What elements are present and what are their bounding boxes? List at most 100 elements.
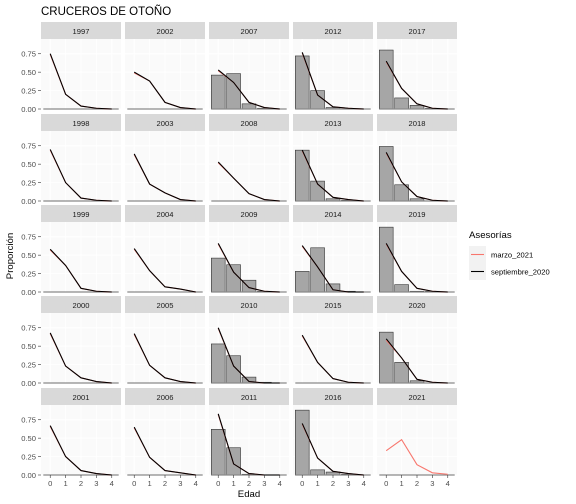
facet-panel: 2008 (209, 114, 289, 202)
facet-panel: 2003 (125, 114, 205, 202)
strip-background (41, 296, 121, 313)
facet-panel: 2013 (293, 114, 373, 202)
bar (226, 264, 241, 293)
x-tick-label: 0 (48, 479, 52, 488)
series-line-septiembre-2020 (385, 152, 448, 202)
bar (211, 343, 226, 384)
bar (211, 74, 226, 110)
bar (295, 409, 310, 476)
x-tick-label: 2 (331, 479, 335, 488)
facet-panel: 2020 (377, 296, 457, 384)
facet-panel: 2011 0 1 2 3 4 (209, 388, 289, 488)
x-tick-label: 1 (315, 479, 319, 488)
y-tick-label: 0.25 (21, 86, 36, 95)
series-line-septiembre-2020 (301, 334, 364, 384)
y-tick-label: 0.50 (21, 68, 36, 77)
strip-label: 2015 (325, 301, 342, 310)
strip-label: 2003 (157, 119, 174, 128)
strip-label: 2017 (409, 27, 426, 36)
x-axis-title: Edad (238, 489, 260, 500)
bar (295, 149, 310, 202)
strip-label: 2000 (73, 301, 90, 310)
y-tick-label: 0.50 (21, 342, 36, 351)
x-tick-label: 1 (399, 479, 403, 488)
y-tick-label: 0.75 (21, 50, 36, 59)
strip-background (209, 114, 289, 131)
y-tick-label: 0.00 (21, 197, 36, 206)
series-line-septiembre-2020 (301, 245, 364, 293)
facet-panel: 2015 (293, 296, 373, 384)
series-line-septiembre-2020 (133, 333, 196, 384)
series-line-septiembre-2020 (133, 248, 196, 293)
strip-label: 2008 (241, 119, 258, 128)
y-tick-label: 0.50 (21, 160, 36, 169)
x-tick-label: 2 (247, 479, 251, 488)
x-tick-label: 4 (110, 479, 114, 488)
strip-background (41, 205, 121, 222)
x-tick-label: 2 (415, 479, 419, 488)
strip-background (293, 114, 373, 131)
legend: Asesorías marzo_2021 septiembre_2020 (469, 230, 550, 280)
x-tick-label: 4 (278, 479, 282, 488)
y-tick-label: 0.75 (21, 416, 36, 425)
strip-background (125, 388, 205, 405)
strip-background (377, 22, 457, 39)
strip-background (293, 205, 373, 222)
facet-panel: 2006 0 1 2 3 4 (125, 388, 205, 488)
strip-background (293, 388, 373, 405)
x-tick-label: 0 (384, 479, 388, 488)
strip-label: 2005 (157, 301, 174, 310)
bar (394, 97, 409, 110)
y-tick-label: 0.00 (21, 379, 36, 388)
facet-panel: 2018 (377, 114, 457, 202)
y-tick-label: 0.00 (21, 471, 36, 480)
strip-background (209, 388, 289, 405)
legend-label: septiembre_2020 (491, 268, 550, 277)
strip-label: 2013 (325, 119, 342, 128)
x-tick-label: 0 (132, 479, 136, 488)
strip-label: 2002 (157, 27, 174, 36)
legend-label: marzo_2021 (491, 251, 533, 260)
strip-label: 2014 (325, 210, 342, 219)
strip-label: 2011 (241, 393, 257, 402)
strip-background (377, 388, 457, 405)
series-line-septiembre-2020 (133, 71, 196, 110)
series-line-marzo-2021 (385, 438, 448, 475)
strip-label: 2021 (409, 393, 426, 402)
strip-background (209, 205, 289, 222)
facet-panel: 2009 (209, 205, 289, 293)
y-tick-label: 0.00 (21, 288, 36, 297)
y-tick-label: 0.75 (21, 324, 36, 333)
x-tick-label: 3 (346, 479, 350, 488)
facet-panel: 2012 (293, 22, 373, 110)
bar (379, 146, 394, 202)
bar (394, 284, 409, 293)
x-tick-label: 3 (94, 479, 98, 488)
strip-background (293, 296, 373, 313)
strip-label: 2012 (325, 27, 342, 36)
x-tick-label: 1 (63, 479, 67, 488)
facet-panel: 2000 0.00 0.25 0.50 0.75 (21, 296, 121, 388)
series-line-septiembre-2020 (301, 423, 364, 476)
y-tick-label: 0.50 (21, 251, 36, 260)
x-tick-label: 2 (163, 479, 167, 488)
strip-background (209, 22, 289, 39)
y-tick-label: 0.00 (21, 105, 36, 114)
facet-panel: 2021 0 1 2 3 4 (377, 388, 457, 488)
bar (310, 90, 325, 110)
x-tick-label: 3 (430, 479, 434, 488)
series-line-septiembre-2020 (49, 149, 112, 202)
series-line-septiembre-2020 (49, 53, 112, 110)
facet-panel: 2004 (125, 205, 205, 293)
facet-panel: 2010 (209, 296, 289, 384)
series-line-septiembre-2020 (49, 425, 112, 476)
facet-panel: 2019 (377, 205, 457, 293)
strip-label: 2007 (241, 27, 258, 36)
x-tick-label: 0 (300, 479, 304, 488)
facet-panel: 2005 (125, 296, 205, 384)
bar (295, 55, 310, 110)
strip-background (377, 296, 457, 313)
series-line-septiembre-2020 (133, 153, 196, 202)
